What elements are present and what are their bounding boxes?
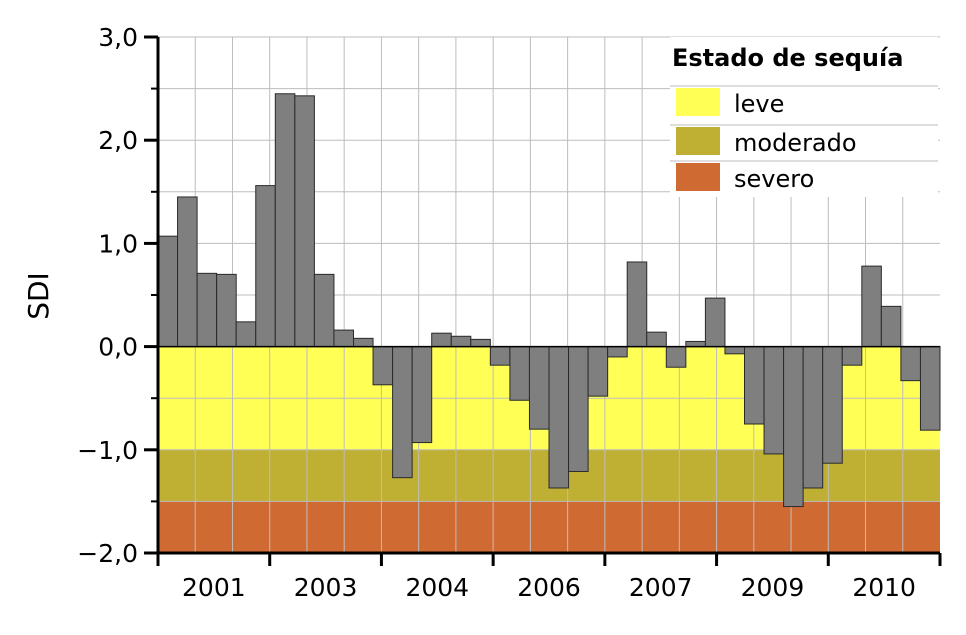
bar xyxy=(724,346,746,355)
legend-swatch-moderado xyxy=(676,127,720,155)
legend-label-severo: severo xyxy=(734,165,814,193)
bar xyxy=(744,346,765,425)
bar xyxy=(255,185,276,348)
bar xyxy=(177,196,198,348)
bar xyxy=(196,272,218,348)
x-tick-label: 2006 xyxy=(517,573,581,602)
bar xyxy=(685,340,706,348)
x-tick-label: 2010 xyxy=(852,573,916,602)
bar xyxy=(822,346,843,464)
band-severo xyxy=(158,501,940,553)
bar xyxy=(802,346,824,489)
x-tick-label: 2001 xyxy=(182,573,246,602)
y-tick-label: 3,0 xyxy=(98,23,138,52)
bar xyxy=(372,346,394,386)
bar xyxy=(568,346,589,472)
bar xyxy=(783,346,804,508)
legend-label-moderado: moderado xyxy=(734,129,857,157)
bar xyxy=(411,346,433,444)
x-tick-label: 2009 xyxy=(741,573,805,602)
bar xyxy=(607,346,628,358)
y-tick-label: 2,0 xyxy=(98,126,138,155)
bar xyxy=(157,235,179,348)
bar xyxy=(626,261,648,348)
bar xyxy=(763,346,785,455)
bar xyxy=(548,346,570,489)
bar xyxy=(274,93,296,348)
bar xyxy=(294,95,315,348)
legend-swatch-leve xyxy=(676,88,720,116)
legend-title: Estado de sequía xyxy=(672,44,903,72)
bar xyxy=(528,346,550,430)
y-tick-label: −1,0 xyxy=(77,436,138,465)
y-tick-label: 1,0 xyxy=(98,229,138,258)
bar xyxy=(509,346,530,401)
y-tick-label: −2,0 xyxy=(77,539,138,568)
bar xyxy=(216,273,237,348)
bar xyxy=(489,346,511,366)
legend: Estado de sequía leve moderado severo xyxy=(670,37,938,197)
bars xyxy=(157,93,941,508)
bar xyxy=(880,305,902,348)
bar xyxy=(333,329,355,348)
bar xyxy=(704,297,726,348)
bar xyxy=(665,346,687,368)
x-tick-label: 2003 xyxy=(294,573,358,602)
bar xyxy=(450,335,472,348)
bar xyxy=(587,346,609,397)
bar xyxy=(919,346,941,431)
y-axis-label: SDI xyxy=(22,272,55,320)
axes: −2,0 −1,0 0,0 1,0 2,0 3,0 2001 2003 2004 2006 2007… xyxy=(77,23,942,602)
bar xyxy=(646,331,667,348)
legend-label-leve: leve xyxy=(734,90,784,118)
bar xyxy=(353,337,374,348)
bar xyxy=(861,265,882,348)
x-tick-label: 2004 xyxy=(405,573,469,602)
bar xyxy=(392,346,413,479)
legend-swatch-severo xyxy=(676,163,720,191)
bar xyxy=(470,338,491,348)
bar xyxy=(235,321,257,348)
bar xyxy=(900,346,921,382)
bar xyxy=(313,273,335,348)
y-tick-label: 0,0 xyxy=(98,333,138,362)
bar xyxy=(841,346,863,366)
x-tick-label: 2007 xyxy=(629,573,693,602)
bar xyxy=(431,332,452,348)
